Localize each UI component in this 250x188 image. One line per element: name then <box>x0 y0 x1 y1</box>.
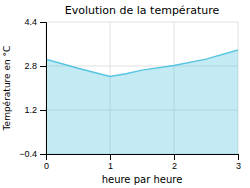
tick-label: 3 <box>236 161 241 171</box>
tick-mark <box>110 154 111 160</box>
tick-label: 2 <box>172 161 177 171</box>
tick-mark <box>40 66 46 67</box>
tick: −0.4 <box>19 149 46 159</box>
chart: 0 1 2 3 −0.4 1.2 2.8 4.4 Evolution de la tempéra… <box>0 0 250 188</box>
y-axis: −0.4 1.2 2.8 4.4 <box>19 17 46 159</box>
title: Evolution de la température <box>65 4 220 17</box>
tick: 4.4 <box>24 17 46 27</box>
grid-line <box>46 22 238 23</box>
tick-label: 1.2 <box>24 105 37 115</box>
y-axis-title: Température en °C <box>2 46 12 132</box>
area <box>46 50 238 154</box>
axis-line <box>47 155 239 161</box>
plot-area <box>46 50 238 154</box>
x-axis-title: heure par heure <box>102 174 183 185</box>
line <box>46 50 238 76</box>
tick-mark <box>238 154 239 160</box>
tick-mark <box>40 154 46 155</box>
tick-mark <box>174 154 175 160</box>
tick-label: −0.4 <box>19 149 37 159</box>
tick: 2 <box>172 154 177 171</box>
tick: 3 <box>236 154 241 171</box>
tick-mark <box>40 110 46 111</box>
tick: 1 <box>108 154 113 171</box>
tick: 0 <box>44 154 49 171</box>
tick-label: 4.4 <box>24 17 37 27</box>
tick-mark <box>40 22 46 23</box>
x-axis: 0 1 2 3 <box>44 154 241 171</box>
grid <box>46 22 238 154</box>
tick: 1.2 <box>24 105 46 115</box>
tick-label: 1 <box>108 161 113 171</box>
tick-label: 0 <box>44 161 49 171</box>
axis-line <box>40 23 47 155</box>
tick-label: 2.8 <box>24 61 37 71</box>
tick: 2.8 <box>24 61 46 71</box>
